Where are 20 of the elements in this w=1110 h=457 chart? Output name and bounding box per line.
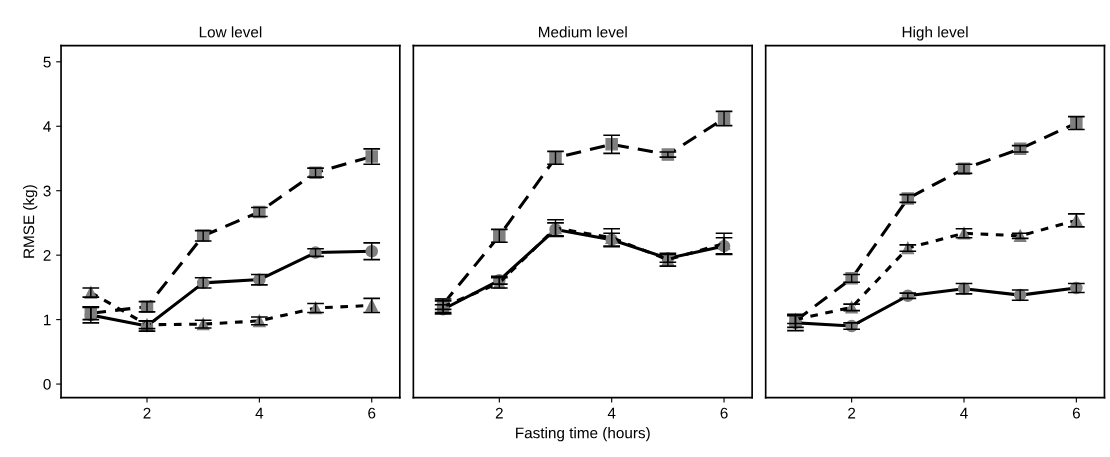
y-tick-label: 2 xyxy=(43,250,51,261)
x-tick-label: 6 xyxy=(368,407,376,419)
x-tick-label: 4 xyxy=(960,407,968,419)
x-axis-title: Fasting time (hours) xyxy=(516,427,650,442)
chart-title: Low level xyxy=(199,26,262,38)
x-tick-label: 6 xyxy=(1072,407,1080,419)
y-tick-label: 3 xyxy=(43,185,51,197)
x-tick-label: 2 xyxy=(495,407,503,419)
x-tick-label: 2 xyxy=(143,407,151,419)
x-tick-label: 2 xyxy=(848,407,856,419)
x-tick-label: 6 xyxy=(720,407,728,419)
chart-title: High level xyxy=(902,26,968,41)
y-axis-title: RMSE (kg) xyxy=(23,185,38,258)
chart-title: Medium level xyxy=(539,26,627,38)
y-tick-label: 1 xyxy=(44,314,51,326)
y-tick-label: 5 xyxy=(43,56,51,68)
y-tick-label: 4 xyxy=(43,121,51,132)
x-tick-label: 4 xyxy=(607,407,616,419)
y-tick-label: 0 xyxy=(43,378,51,390)
x-tick-label: 4 xyxy=(255,407,264,419)
